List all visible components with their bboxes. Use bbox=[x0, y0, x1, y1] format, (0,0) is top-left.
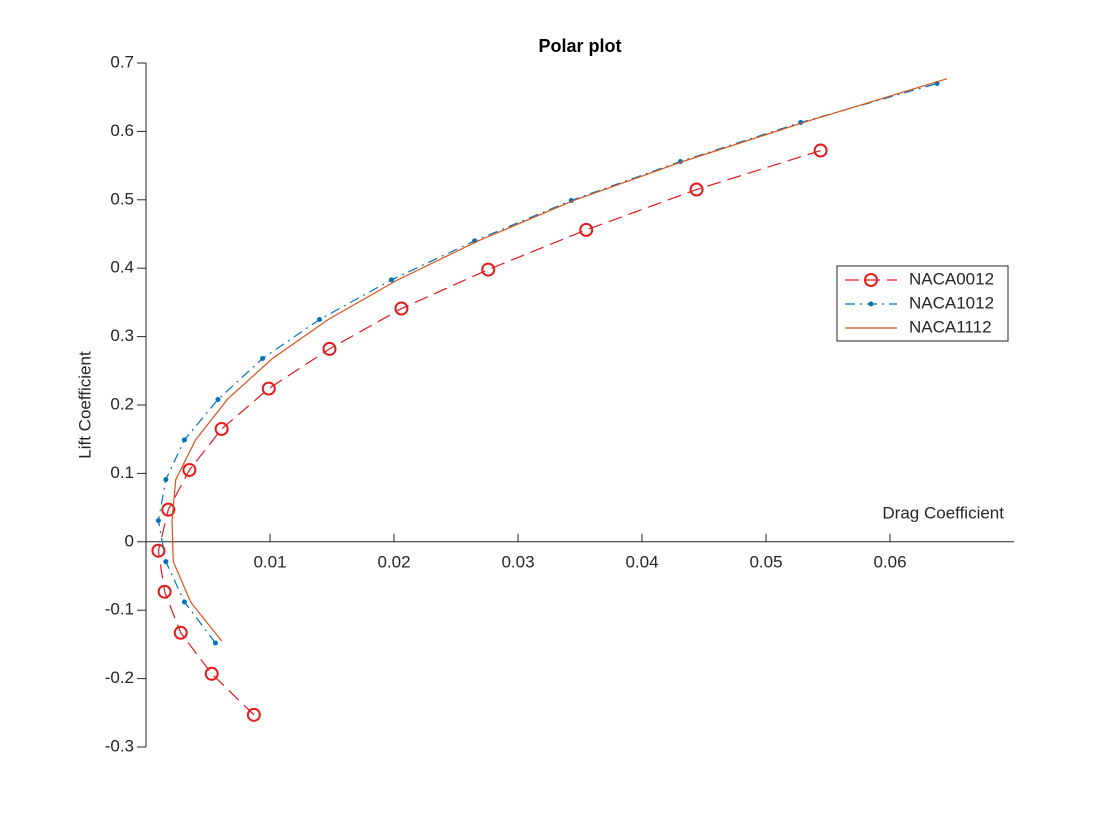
marker bbox=[322, 341, 337, 356]
y-tick-label: -0.1 bbox=[105, 600, 134, 619]
legend-label: NACA0012 bbox=[909, 269, 994, 288]
marker bbox=[163, 477, 169, 483]
marker bbox=[182, 462, 197, 477]
y-tick-label: 0.7 bbox=[110, 52, 134, 71]
marker bbox=[813, 143, 828, 158]
marker bbox=[212, 640, 218, 646]
series-line bbox=[157, 149, 821, 716]
legend-label: NACA1012 bbox=[909, 293, 994, 312]
marker bbox=[317, 317, 323, 322]
y-tick-label: -0.3 bbox=[105, 736, 134, 755]
marker bbox=[173, 625, 188, 640]
marker bbox=[260, 355, 266, 361]
y-tick-label: 0 bbox=[125, 531, 134, 550]
chart-title: Polar plot bbox=[538, 36, 621, 56]
y-tick-label: 0.2 bbox=[110, 394, 134, 413]
x-tick-label: 0.03 bbox=[501, 552, 534, 571]
marker bbox=[161, 502, 176, 517]
marker bbox=[394, 301, 409, 316]
y-tick-label: 0.4 bbox=[110, 258, 134, 277]
series-line bbox=[171, 78, 948, 642]
marker bbox=[181, 437, 187, 443]
x-tick-label: 0.04 bbox=[625, 552, 658, 571]
y-tick-label: 0.1 bbox=[110, 463, 134, 482]
legend-label: NACA1112 bbox=[909, 317, 992, 336]
marker bbox=[157, 584, 172, 599]
marker bbox=[579, 222, 594, 237]
marker bbox=[261, 381, 276, 396]
y-tick-label: 0.5 bbox=[110, 189, 134, 208]
marker bbox=[481, 262, 496, 277]
x-tick-label: 0.02 bbox=[377, 552, 410, 571]
marker bbox=[215, 397, 221, 403]
marker bbox=[214, 421, 229, 436]
marker bbox=[689, 182, 704, 197]
marker bbox=[246, 707, 261, 722]
marker bbox=[204, 666, 219, 681]
marker bbox=[163, 559, 169, 565]
y-axis-label: Lift Coefficient bbox=[75, 351, 94, 459]
legend-marker bbox=[864, 273, 878, 287]
x-axis-label: Drag Coefficient bbox=[882, 503, 1004, 522]
y-tick-label: 0.6 bbox=[110, 121, 134, 140]
marker bbox=[155, 518, 161, 524]
marker bbox=[151, 543, 166, 558]
marker bbox=[389, 277, 395, 283]
y-tick-label: -0.2 bbox=[105, 668, 134, 687]
x-tick-label: 0.01 bbox=[253, 552, 286, 571]
y-tick-label: 0.3 bbox=[110, 326, 134, 345]
x-tick-label: 0.06 bbox=[873, 552, 906, 571]
legend-marker bbox=[868, 301, 874, 307]
x-tick-label: 0.05 bbox=[749, 552, 782, 571]
marker bbox=[181, 599, 187, 605]
